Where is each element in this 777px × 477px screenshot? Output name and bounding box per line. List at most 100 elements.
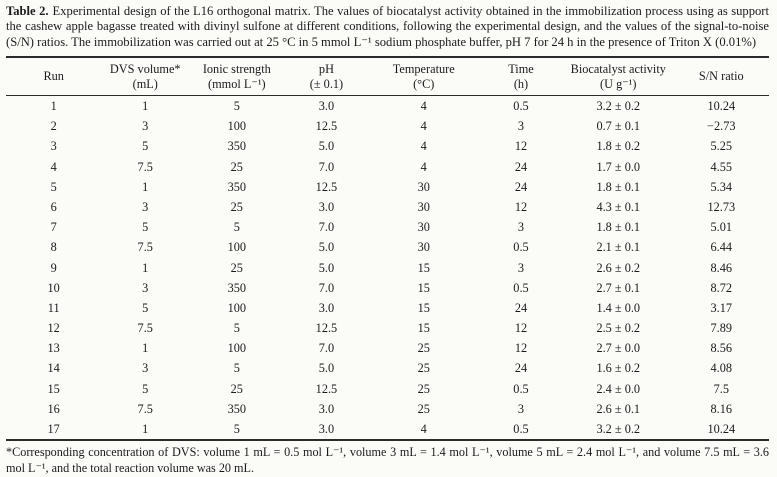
table-row: 14 3 5 5.0 25 24 1.6 ± 0.2 4.08 xyxy=(6,359,769,379)
col-header-time: Time (h) xyxy=(479,57,563,96)
col-header-ph: pH (± 0.1) xyxy=(284,57,368,96)
table-cell: 1.7 ± 0.0 xyxy=(596,159,641,174)
table-cell: 2.7 ± 0.0 xyxy=(596,341,641,356)
table-cell: 6.44 xyxy=(710,240,733,255)
table-cell: 5 xyxy=(233,422,240,437)
table-cell: 5 xyxy=(142,139,149,154)
table-cell: 2.5 ± 0.2 xyxy=(596,321,641,336)
table-cell: 12 xyxy=(514,139,528,154)
table-cell: 5 xyxy=(142,220,149,235)
table-cell: 8.46 xyxy=(710,260,733,275)
table-cell: 4 xyxy=(420,139,427,154)
table-row: 4 7.5 25 7.0 4 24 1.7 ± 0.0 4.55 xyxy=(6,157,769,177)
data-table: Run DVS volume* (mL) Ionic strength (mmo… xyxy=(6,56,769,442)
table-cell: −2.73 xyxy=(707,119,736,134)
table-cell: 4 xyxy=(420,159,427,174)
table-cell: 15 xyxy=(417,260,430,275)
table-cell: 24 xyxy=(514,179,528,194)
table-cell: 1 xyxy=(50,99,57,114)
table-body: 1 1 5 3.0 4 0.5 3.2 ± 0.2 10.24 2 3 100 12.5 4 3 0.7 ±… xyxy=(6,96,769,441)
table-cell: 8.16 xyxy=(710,401,733,416)
table-cell: 4 xyxy=(50,159,57,174)
table-row: 8 7.5 100 5.0 30 0.5 2.1 ± 0.1 6.44 xyxy=(6,237,769,257)
table-cell: 30 xyxy=(417,240,430,255)
table-cell: 1 xyxy=(142,260,149,275)
col-header-line2: (± 0.1) xyxy=(309,76,344,91)
table-cell: 17 xyxy=(47,422,60,437)
col-header-line1: Run xyxy=(43,69,64,84)
table-cell: 5 xyxy=(233,321,240,336)
table-cell: 1 xyxy=(142,422,149,437)
col-header-dvs-volume: DVS volume* (mL) xyxy=(101,57,189,96)
table-cell: 3 xyxy=(517,220,525,235)
table-cell: 3.0 xyxy=(318,199,335,214)
table-cell: 14 xyxy=(47,361,60,376)
table-row: 5 1 350 12.5 30 24 1.8 ± 0.1 5.34 xyxy=(6,177,769,197)
table-cell: 2 xyxy=(50,119,57,134)
table-cell: 1.4 ± 0.0 xyxy=(596,300,641,315)
table-cell: 25 xyxy=(230,260,243,275)
header-row: Run DVS volume* (mL) Ionic strength (mmo… xyxy=(6,57,769,96)
table-cell: 12.5 xyxy=(315,119,338,134)
col-header-line2: (mL) xyxy=(132,76,158,91)
table-cell: 30 xyxy=(417,179,430,194)
table-cell: 3.17 xyxy=(710,300,733,315)
table-cell: 12 xyxy=(514,341,528,356)
table-cell: 15 xyxy=(417,321,430,336)
table-cell: 7.5 xyxy=(137,401,153,416)
table-cell: 15 xyxy=(417,280,430,295)
table-cell: 3 xyxy=(142,119,149,134)
table-cell: 12 xyxy=(47,321,60,336)
table-cell: 4 xyxy=(420,422,427,437)
table-cell: 4.55 xyxy=(710,159,733,174)
table-row: 11 5 100 3.0 15 24 1.4 ± 0.0 3.17 xyxy=(6,298,769,318)
table-cell: 0.5 xyxy=(513,280,529,295)
table-cell: 2.4 ± 0.0 xyxy=(596,381,641,396)
table-cell: 15 xyxy=(47,381,60,396)
table-cell: 16 xyxy=(47,401,60,416)
col-header-line2: (°C) xyxy=(413,76,435,91)
table-cell: 1 xyxy=(142,179,149,194)
table-footnote: *Corresponding concentration of DVS: vol… xyxy=(6,445,769,475)
table-cell: 7.0 xyxy=(318,220,335,235)
table-cell: 2.7 ± 0.1 xyxy=(596,280,641,295)
table-cell: 6 xyxy=(50,199,57,214)
col-header-temperature: Temperature (°C) xyxy=(368,57,479,96)
table-cell: 5.0 xyxy=(318,139,335,154)
table-cell: 24 xyxy=(514,361,528,376)
table-row: 10 3 350 7.0 15 0.5 2.7 ± 0.1 8.72 xyxy=(6,278,769,298)
table-cell: 5.01 xyxy=(710,220,733,235)
table-cell: 10.24 xyxy=(707,99,736,114)
table-cell: 25 xyxy=(417,401,430,416)
table-cell: 4 xyxy=(420,119,427,134)
col-header-line1: Ionic strength xyxy=(202,62,271,77)
table-cell: 5 xyxy=(233,361,240,376)
table-cell: 12 xyxy=(514,199,528,214)
table-cell: 100 xyxy=(227,300,247,315)
table-cell: 9 xyxy=(50,260,57,275)
col-header-ionic-strength: Ionic strength (mmol L⁻¹) xyxy=(189,57,284,96)
table-cell: 7.0 xyxy=(318,341,335,356)
table-cell: 1.8 ± 0.1 xyxy=(596,220,641,235)
table-cell: 12 xyxy=(514,321,528,336)
table-cell: 3 xyxy=(142,199,149,214)
table-cell: 24 xyxy=(514,159,528,174)
table-cell: 350 xyxy=(227,280,247,295)
table-cell: 5 xyxy=(142,381,149,396)
table-cell: 12.5 xyxy=(315,321,338,336)
table-cell: 3.0 xyxy=(318,422,335,437)
table-cell: 1 xyxy=(142,99,149,114)
table-cell: 7 xyxy=(50,220,57,235)
table-cell: 1.8 ± 0.2 xyxy=(596,139,641,154)
table-cell: 25 xyxy=(417,341,430,356)
table-row: 9 1 25 5.0 15 3 2.6 ± 0.2 8.46 xyxy=(6,258,769,278)
table-cell: 350 xyxy=(227,139,247,154)
table-cell: 7.5 xyxy=(137,240,153,255)
table-cell: 30 xyxy=(417,220,430,235)
table-cell: 3 xyxy=(142,280,149,295)
col-header-biocatalyst-activity: Biocatalyst activity (U g⁻¹) xyxy=(563,57,674,96)
table-cell: 7.0 xyxy=(318,280,335,295)
table-cell: 12.5 xyxy=(315,381,338,396)
table-cell: 0.7 ± 0.1 xyxy=(596,119,641,134)
table-cell: 15 xyxy=(417,300,430,315)
